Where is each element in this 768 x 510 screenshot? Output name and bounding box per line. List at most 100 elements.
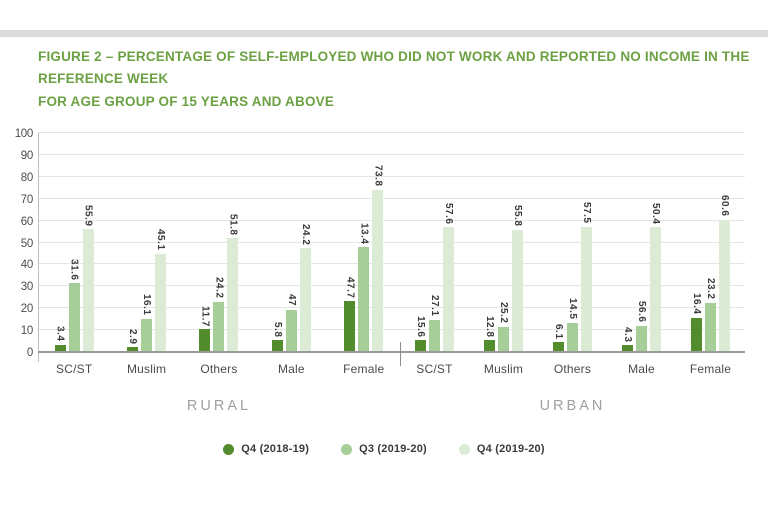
- legend-dot-icon: [223, 443, 235, 455]
- bar: 57.6: [442, 203, 454, 352]
- gridline: [38, 175, 745, 177]
- category-label: Others: [200, 362, 238, 376]
- bar-value-label: 12.8: [483, 315, 495, 337]
- bar: 45.1: [155, 229, 167, 352]
- bar-group-muslim: 2.9 16.1 45.1 Muslim: [127, 133, 167, 376]
- category-label: SC/ST: [416, 362, 453, 376]
- bar-group-scst: 3.4 31.6 55.9 SC/ST: [54, 133, 94, 376]
- bar: 57.5: [580, 202, 592, 352]
- legend-dot-icon: [458, 443, 470, 455]
- bar-value-label: 55.9: [82, 204, 94, 227]
- bar-group-scst: 15.6 27.1 57.6 SC/ST: [414, 133, 454, 376]
- bar-value-label: 2.9: [127, 328, 139, 344]
- rural-urban-divider: [399, 342, 401, 366]
- bar: 60.6: [718, 195, 730, 352]
- y-tick-label: 40: [20, 259, 34, 272]
- bar: 55.8: [511, 205, 523, 352]
- x-axis-line: [38, 351, 745, 353]
- category-label: Female: [689, 362, 732, 376]
- y-tick-label: 80: [20, 171, 34, 184]
- bar: 25.2: [497, 302, 509, 352]
- bar-value-label: 55.8: [511, 205, 523, 227]
- bar-value-label: 57.5: [580, 202, 592, 224]
- y-axis-tick-labels: 0 10 20 30 40 50 60 70 80 90 100: [0, 128, 34, 359]
- bar: 50.4: [649, 203, 661, 352]
- bar: 3.4: [54, 326, 66, 352]
- bar-value-label: 47.7: [344, 276, 356, 299]
- bar-group-others: 11.7 24.2 51.8 Others: [199, 133, 239, 376]
- y-tick-label: 30: [20, 281, 34, 294]
- bar: 24.2: [299, 224, 311, 352]
- figure-title-line-1: FIGURE 2 – PERCENTAGE OF SELF-EMPLOYED W…: [38, 49, 750, 87]
- bar: 73.8: [372, 165, 384, 352]
- bar: 15.6: [414, 316, 426, 352]
- gridline: [38, 329, 745, 331]
- bar-value-label: 27.1: [428, 295, 440, 317]
- bar: 12.8: [483, 316, 495, 352]
- gridline: [38, 153, 745, 155]
- bar-value-label: 56.6: [635, 301, 647, 323]
- bar: 14.5: [566, 298, 578, 352]
- bar-value-label: 25.2: [497, 302, 509, 324]
- bar-value-label: 47: [285, 294, 297, 307]
- gridline: [38, 263, 745, 265]
- page-top-strip: [0, 30, 768, 37]
- gridline: [38, 241, 745, 243]
- section-label-urban: URBAN: [539, 398, 606, 414]
- bar: 11.7: [199, 306, 211, 352]
- bar-value-label: 31.6: [68, 258, 80, 281]
- y-tick-label: 100: [14, 128, 34, 140]
- section-label-rural: RURAL: [186, 398, 252, 414]
- bar-value-label: 23.2: [704, 278, 716, 300]
- plot-area: 3.4 31.6 55.9 SC/ST 2.9 16.1 45.1 Muslim 11.7 24.…: [38, 132, 745, 414]
- bar: 16.1: [141, 294, 153, 352]
- gridline: [38, 197, 745, 199]
- bar-group-female: 16.4 23.2 60.6 Female: [690, 133, 731, 376]
- gridline: [38, 219, 745, 221]
- bar: 4.3: [621, 327, 633, 352]
- bar-group-male: 4.3 56.6 50.4 Male: [621, 133, 661, 376]
- section-rural: 3.4 31.6 55.9 SC/ST 2.9 16.1 45.1 Muslim 11.7 24.…: [38, 133, 400, 414]
- legend-label: Q4 (2018-19): [241, 443, 310, 455]
- y-tick-label: 0: [26, 347, 33, 359]
- legend-label: Q4 (2019-20): [476, 443, 545, 455]
- bar-value-label: 24.2: [299, 223, 311, 245]
- bar-value-label: 51.8: [227, 213, 239, 236]
- bar-value-label: 60.6: [718, 195, 730, 217]
- bar: 2.9: [127, 329, 139, 352]
- bar-value-label: 11.7: [199, 305, 211, 327]
- legend-item: Q4 (2018-19): [223, 443, 309, 455]
- category-label: SC/ST: [56, 362, 93, 376]
- bar-value-label: 3.4: [54, 326, 66, 342]
- bar-value-label: 57.6: [442, 202, 454, 225]
- bar: 51.8: [227, 214, 239, 352]
- bar-value-label: 13.4: [358, 222, 370, 245]
- gridline: [38, 307, 745, 309]
- y-tick-label: 70: [20, 193, 34, 206]
- bar: 56.6: [635, 301, 647, 352]
- y-tick-label: 90: [20, 149, 34, 162]
- category-label: Muslim: [126, 362, 167, 376]
- category-label: Male: [277, 362, 305, 376]
- bar: 55.9: [82, 205, 94, 352]
- gridline: [38, 285, 745, 287]
- legend-item: Q3 (2019-20): [341, 443, 427, 455]
- category-label: Male: [628, 362, 655, 376]
- bar-value-label: 14.5: [566, 298, 578, 320]
- legend-dot-icon: [341, 443, 353, 455]
- bar-value-label: 24.2: [213, 277, 225, 299]
- bar-group-muslim: 12.8 25.2 55.8 Muslim: [483, 133, 523, 376]
- y-tick-label: 60: [20, 215, 34, 228]
- bar: 31.6: [68, 259, 80, 352]
- bar-value-label: 15.6: [414, 315, 426, 337]
- category-label: Others: [553, 362, 592, 376]
- bar: 13.4: [358, 223, 370, 352]
- figure-title-line-2: FOR AGE GROUP OF 15 YEARS AND ABOVE: [38, 93, 335, 109]
- bar-value-label: 50.4: [649, 202, 661, 225]
- bar-value-label: 6.1: [552, 323, 564, 339]
- bar-value-label: 45.1: [155, 229, 167, 251]
- bar-group-female: 47.7 13.4 73.8 Female: [343, 133, 384, 376]
- category-label: Muslim: [483, 362, 524, 376]
- bar: 23.2: [704, 278, 716, 352]
- legend-item: Q4 (2019-20): [458, 443, 545, 455]
